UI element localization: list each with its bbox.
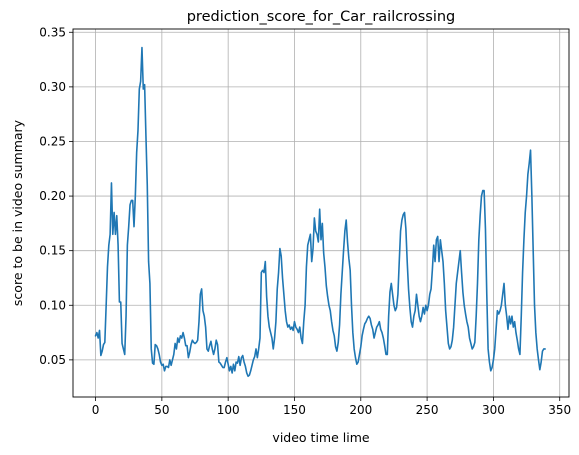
y-tick-label: 0.15 bbox=[39, 244, 66, 258]
plot-frame bbox=[72, 28, 570, 398]
y-tick-label: 0.35 bbox=[39, 25, 66, 39]
x-tick-label: 300 bbox=[482, 403, 505, 417]
x-tick-label: 250 bbox=[416, 403, 439, 417]
series-layer bbox=[94, 46, 546, 378]
series-line bbox=[94, 46, 546, 378]
y-tick-label: 0.20 bbox=[39, 189, 66, 203]
y-tick-label: 0.05 bbox=[39, 353, 66, 367]
y-tick-label: 0.10 bbox=[39, 298, 66, 312]
y-tick-label: 0.30 bbox=[39, 80, 66, 94]
x-tick-label: 350 bbox=[548, 403, 571, 417]
chart-title: prediction_score_for_Car_railcrossing bbox=[187, 9, 456, 25]
y-tick-label: 0.25 bbox=[39, 134, 66, 148]
x-tick-label: 0 bbox=[92, 403, 100, 417]
axis-ticks: 0 50 100 150 200 250 300 350 0.05 0.10 0.15 0.20 0.2… bbox=[39, 25, 571, 417]
x-axis-title: video time lime bbox=[272, 430, 369, 445]
y-axis-title: score to be in video summary bbox=[10, 119, 25, 306]
grid-lines bbox=[73, 29, 569, 397]
x-tick-label: 200 bbox=[349, 403, 372, 417]
x-tick-label: 150 bbox=[283, 403, 306, 417]
x-tick-label: 100 bbox=[217, 403, 240, 417]
x-tick-label: 50 bbox=[154, 403, 169, 417]
